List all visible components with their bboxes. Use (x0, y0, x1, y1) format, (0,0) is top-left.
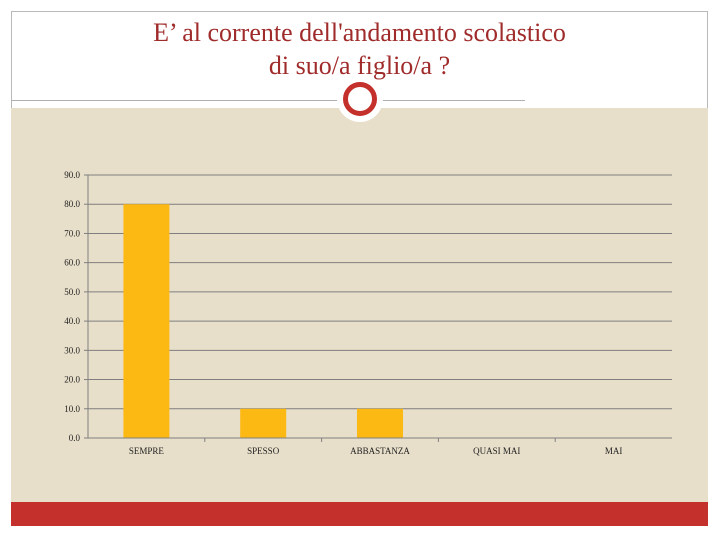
x-category-label: SEMPRE (129, 446, 165, 456)
y-tick-label: 20.0 (64, 375, 80, 385)
x-category-label: MAI (605, 446, 623, 456)
bar-abbastanza (357, 408, 403, 438)
y-tick-label: 0.0 (69, 433, 81, 443)
label-layer: 0.0 10.0 20.0 30.0 40.0 50.0 60.0 70.0 80.0 90.0 S… (64, 170, 622, 456)
y-tick-label: 10.0 (64, 404, 80, 414)
y-tick-label: 90.0 (64, 170, 80, 180)
bar-spesso (240, 408, 287, 438)
y-tick-label: 30.0 (64, 345, 80, 355)
title-ring-ornament (337, 76, 383, 122)
x-category-label: QUASI MAI (473, 446, 520, 456)
x-category-label: ABBASTANZA (350, 446, 410, 456)
y-tick-label: 60.0 (64, 258, 80, 268)
x-category-label: SPESSO (247, 446, 280, 456)
footer-bar (11, 502, 708, 526)
y-tick-label: 70.0 (64, 228, 80, 238)
grid-layer (88, 174, 672, 410)
y-tick-label: 40.0 (64, 316, 80, 326)
axis-layer (84, 174, 672, 442)
ring-icon (343, 82, 377, 116)
header-divider (11, 100, 525, 101)
slide-title-line-2: di suo/a figlio/a ? (268, 51, 451, 80)
slide-title: E’ al corrente dell'andamento scolastico… (11, 16, 708, 82)
y-tick-label: 50.0 (64, 287, 80, 297)
bar-sempre (123, 204, 170, 438)
y-tick-label: 80.0 (64, 199, 80, 209)
bar-layer (123, 204, 403, 438)
slide-title-line-1: E’ al corrente dell'andamento scolastico (153, 18, 566, 47)
